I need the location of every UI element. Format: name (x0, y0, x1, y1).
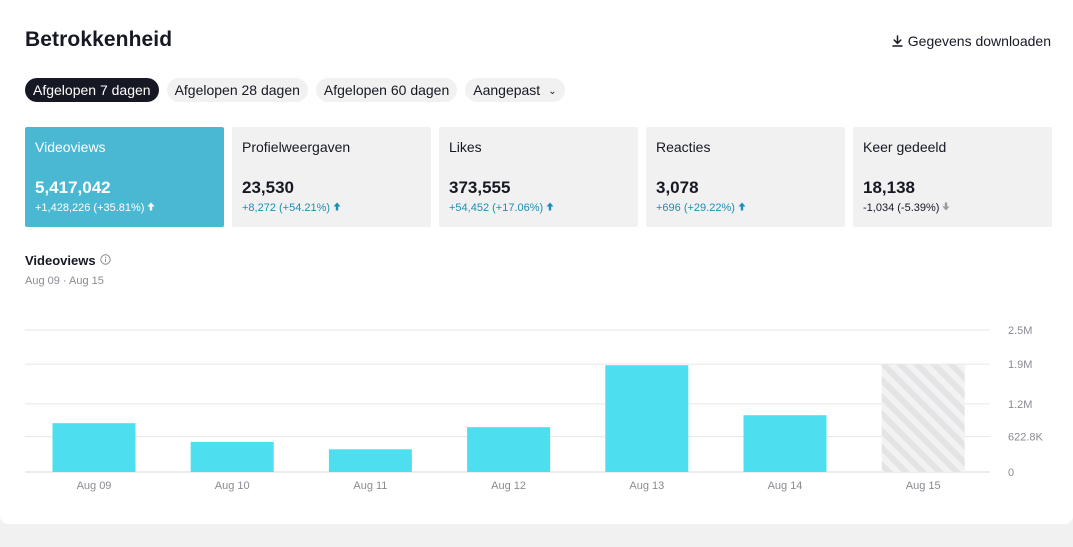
metric-delta-text: +54,452 (+17.06%) (449, 202, 544, 214)
metric-label: Videoviews (35, 139, 106, 155)
metric-card-shares[interactable]: Keer gedeeld 18,138 -1,034 (-5.39%) (853, 127, 1052, 227)
x-tick-label: Aug 09 (77, 480, 112, 492)
bar-aug-11[interactable] (328, 449, 412, 472)
y-tick-label: 1.2M (1008, 399, 1032, 411)
x-tick-label: Aug 14 (768, 480, 803, 492)
info-icon[interactable] (99, 253, 111, 268)
arrow-up-icon (147, 202, 155, 214)
metric-value: 3,078 (656, 178, 699, 197)
arrow-up-icon (333, 202, 341, 214)
arrow-up-icon (546, 202, 554, 214)
y-tick-label: 2.5M (1008, 325, 1032, 337)
download-icon (892, 35, 903, 47)
metric-card-videoviews[interactable]: Videoviews 5,417,042 +1,428,226 (+35.81%… (25, 127, 224, 227)
filter-last-60-days[interactable]: Afgelopen 60 dagen (315, 78, 458, 102)
x-tick-label: Aug 10 (215, 480, 250, 492)
metric-label: Reacties (656, 139, 711, 155)
filter-last-28-days[interactable]: Afgelopen 28 dagen (166, 78, 308, 102)
metric-value: 373,555 (449, 178, 511, 197)
x-tick-label: Aug 13 (629, 480, 664, 492)
metric-delta: -1,034 (-5.39%) (863, 202, 950, 214)
x-tick-label: Aug 15 (906, 480, 941, 492)
chevron-down-icon: ⌄ (548, 86, 557, 97)
filter-last-7-days[interactable]: Afgelopen 7 dagen (25, 78, 159, 102)
page-title: Betrokkenheid (25, 28, 173, 51)
metric-card-comments[interactable]: Reacties 3,078 +696 (+29.22%) (646, 127, 845, 227)
metric-delta: +696 (+29.22%) (656, 202, 746, 214)
metric-cards: Videoviews 5,417,042 +1,428,226 (+35.81%… (25, 127, 1052, 227)
metric-card-profile-views[interactable]: Profielweergaven 23,530 +8,272 (+54.21%) (232, 127, 431, 227)
metric-value: 5,417,042 (35, 178, 111, 197)
y-tick-label: 622.8K (1008, 432, 1044, 444)
date-filter-group: Afgelopen 7 dagen Afgelopen 28 dagen Afg… (25, 78, 565, 102)
filter-label: Afgelopen 28 dagen (174, 82, 300, 98)
metric-delta-text: +8,272 (+54.21%) (242, 202, 331, 214)
y-tick-label: 1.9M (1008, 359, 1032, 371)
bar-aug-12[interactable] (467, 427, 551, 472)
arrow-down-icon (942, 202, 950, 214)
bar-aug-15[interactable] (881, 364, 965, 472)
metric-delta: +1,428,226 (+35.81%) (35, 202, 155, 214)
filter-custom-dropdown[interactable]: Aangepast ⌄ (465, 78, 565, 102)
x-tick-label: Aug 11 (353, 480, 387, 492)
filter-label: Afgelopen 60 dagen (323, 82, 450, 98)
metric-delta-text: +1,428,226 (+35.81%) (35, 202, 145, 214)
metric-delta: +54,452 (+17.06%) (449, 202, 554, 214)
bar-aug-09[interactable] (52, 423, 136, 472)
filter-label: Afgelopen 7 dagen (33, 82, 151, 98)
metric-label: Keer gedeeld (863, 139, 947, 155)
bar-aug-14[interactable] (743, 415, 827, 472)
metric-delta: +8,272 (+54.21%) (242, 202, 341, 214)
download-label: Gegevens downloaden (907, 33, 1051, 49)
chart-title: Videoviews (25, 253, 111, 268)
metric-card-likes[interactable]: Likes 373,555 +54,452 (+17.06%) (439, 127, 638, 227)
metric-value: 23,530 (242, 178, 294, 197)
bar-aug-10[interactable] (190, 441, 274, 472)
x-tick-label: Aug 12 (491, 480, 526, 492)
chart-title-text: Videoviews (25, 253, 96, 268)
metric-delta-text: -1,034 (-5.39%) (863, 202, 940, 214)
chart-date-range: Aug 09 · Aug 15 (25, 275, 104, 287)
arrow-up-icon (738, 202, 746, 214)
download-button[interactable]: Gegevens downloaden (892, 33, 1051, 49)
metric-value: 18,138 (863, 178, 915, 197)
y-tick-label: 0 (1008, 467, 1014, 479)
metric-label: Profielweergaven (242, 139, 351, 155)
engagement-panel: Betrokkenheid Gegevens downloaden Afgelo… (0, 0, 1073, 524)
metric-label: Likes (449, 139, 482, 155)
filter-label: Aangepast (473, 82, 541, 98)
metric-delta-text: +696 (+29.22%) (656, 202, 735, 214)
videoviews-bar-chart: 0 622.8K 1.2M 1.9M 2.5M Aug 09 Aug 10 Aug 11 Au… (25, 325, 1044, 492)
bar-aug-13[interactable] (605, 365, 689, 472)
